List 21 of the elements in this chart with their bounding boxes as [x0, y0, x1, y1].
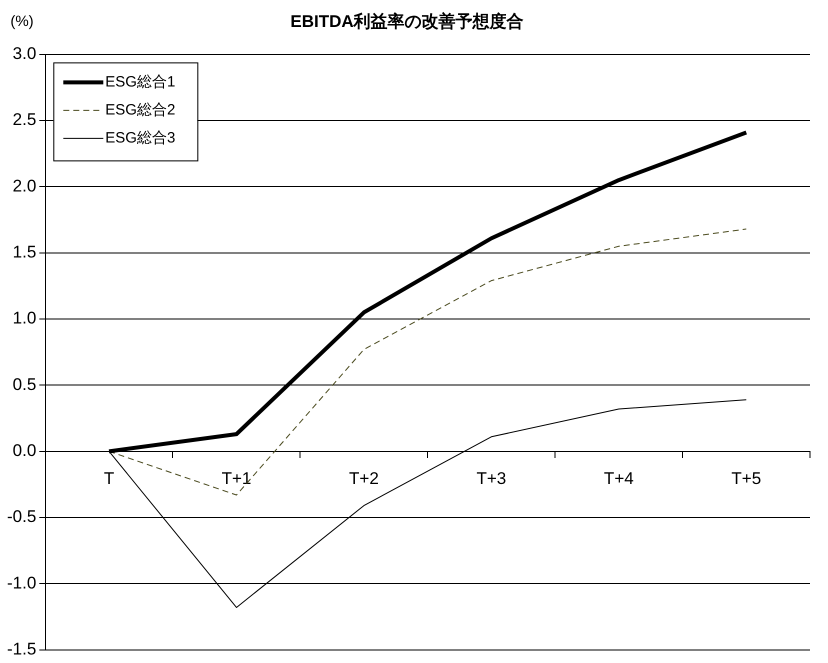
y-tick-label: 2.0 — [12, 176, 36, 196]
x-tick-label: T+3 — [476, 469, 506, 488]
y-axis-title: (%) — [10, 13, 34, 30]
x-tick-label: T+1 — [222, 469, 252, 488]
y-tick-label: 3.0 — [12, 44, 36, 64]
legend-label: ESG総合1 — [105, 74, 176, 91]
chart-title: EBITDA利益率の改善予想度合 — [290, 10, 524, 31]
legend-label: ESG総合3 — [105, 130, 176, 147]
y-tick-label: 0.0 — [12, 441, 36, 460]
x-tick-label: T+4 — [604, 469, 634, 488]
x-tick-label: T+2 — [349, 469, 379, 488]
y-tick-label: 2.5 — [12, 110, 36, 130]
y-tick-label: -1.5 — [6, 639, 36, 658]
y-tick-label: -0.5 — [6, 507, 36, 526]
x-tick-label: T+5 — [731, 469, 762, 488]
y-tick-label: -1.0 — [6, 573, 36, 592]
legend-label: ESG総合2 — [105, 102, 176, 119]
y-tick-label: 1.5 — [12, 242, 36, 262]
y-tick-label: 0.5 — [12, 374, 36, 394]
x-tick-label: T — [104, 469, 114, 488]
y-tick-label: 1.0 — [12, 308, 36, 328]
